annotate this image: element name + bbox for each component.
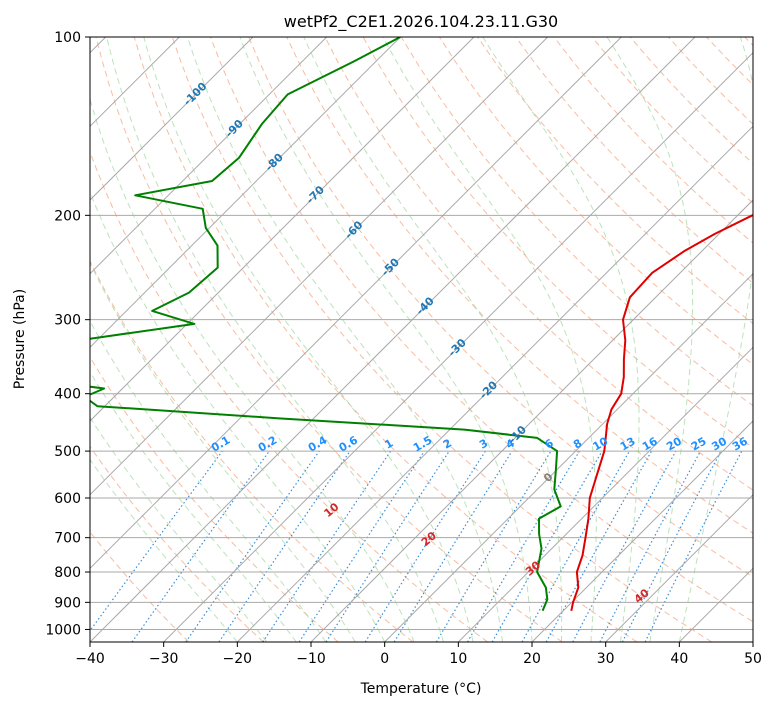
x-tick-label: 50 [744,651,762,667]
isotherm-line [236,125,753,642]
x-tick-label: 30 [597,651,615,667]
y-tick-label: 200 [54,208,81,224]
x-tick-label: 40 [670,651,688,667]
dry-adiabat-line [90,445,264,642]
dry-adiabat-line [324,37,753,491]
mixing-ratio-lines [90,450,743,642]
isotherm-line [605,493,753,642]
plot-frame [89,36,754,643]
mixing-ratio-line [298,450,425,642]
x-tick-label: 20 [523,651,541,667]
mixing-ratio-line [218,450,351,642]
y-tick-label: 1000 [45,622,81,638]
isotherm-line [90,37,401,349]
moist-adiabat-line [606,37,694,642]
mixing-ratio-line [521,450,631,642]
moist-adiabat-line [382,37,597,642]
y-axis-ticks: 100 200 300 400 500 600 700 800 900 1000 [45,30,90,638]
mixing-ratio-line [393,450,513,642]
mixing-ratio-line [131,450,270,642]
x-tick-label: −40 [75,651,105,667]
dry-adiabat-line [248,37,753,578]
x-tick-label: −10 [296,651,326,667]
moist-adiabat-line [678,37,753,642]
dry-adiabat-line [133,37,638,642]
mixing-ratio-line [545,450,653,642]
dry-adiabat-line [90,259,414,642]
isobars [90,37,753,630]
temperature-profile-line [570,213,753,612]
isotherm-line [384,272,753,642]
isotherm-line [90,37,475,422]
y-tick-label: 600 [54,491,81,507]
y-tick-label: 700 [54,531,81,547]
y-tick-label: 100 [54,30,81,46]
isotherm-line [163,51,753,642]
x-tick-label: 10 [449,651,467,667]
dry-adiabat-line [515,37,753,284]
y-tick-label: 900 [54,595,81,611]
isotherm-line [90,37,696,642]
y-tick-label: 400 [54,387,81,403]
isotherms [90,37,753,642]
mixing-ratio-line [90,450,223,632]
y-axis-label: Pressure (hPa) [12,289,28,389]
x-tick-label: −30 [149,651,179,667]
isotherm-line [90,37,254,201]
moist-adiabat-line [90,190,386,642]
moist-adiabat-line [90,416,268,642]
moist-adiabat-line [90,320,327,642]
dry-adiabat-line [171,37,712,642]
mixing-ratio-line [644,450,743,642]
mixing-ratio-line [185,450,320,642]
y-tick-label: 500 [54,444,81,460]
y-tick-label: 300 [54,313,81,329]
isotherm-line [90,37,622,570]
moist-adiabat-line [90,458,238,642]
mixing-ratio-line [572,450,677,642]
mixing-ratio-line [325,450,450,642]
moist-adiabat-line [90,261,356,642]
x-axis-label: Temperature (°C) [360,681,482,697]
isotherm-line [457,346,753,642]
isotherm-line [310,199,753,642]
dry-adiabat-line [210,37,753,623]
x-tick-label: 0 [380,651,389,667]
isotherm-line [90,37,328,275]
moist-adiabat-line [106,37,445,642]
isotherm-line [90,37,549,496]
y-tick-label: 800 [54,565,81,581]
x-tick-label: −20 [223,651,253,667]
moist-adiabat-line [482,37,640,642]
dry-adiabat-line [286,37,753,534]
x-axis-ticks: −40 −30 −20 −10 0 10 20 30 40 50 [75,642,762,667]
moist-adiabat-line [143,37,474,642]
isotherm-line [531,420,753,642]
moist-adiabat-line [303,37,563,642]
dry-adiabat-line [95,37,563,642]
moist-adiabat-line [187,37,503,642]
mixing-ratio-line [262,450,392,642]
profile-series [90,37,753,612]
dry-adiabats [90,37,753,642]
chart-title: wetPf2_C2E1.2026.104.23.11.G30 [284,12,558,32]
moist-adiabat-line [90,370,297,642]
dry-adiabat-line [90,356,339,642]
dewpoint-profile-line [90,37,562,612]
moist-adiabat-line [239,37,533,642]
